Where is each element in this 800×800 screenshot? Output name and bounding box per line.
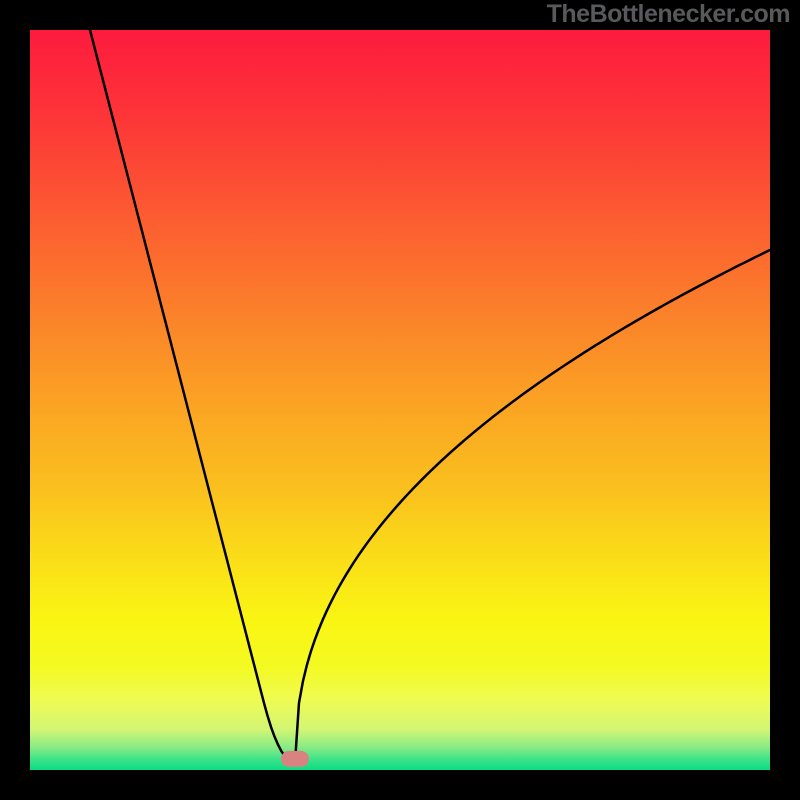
bottleneck-chart xyxy=(0,0,800,800)
gradient-background xyxy=(30,30,770,770)
vertex-marker xyxy=(281,751,309,767)
chart-container: TheBottlenecker.com xyxy=(0,0,800,800)
watermark-text: TheBottlenecker.com xyxy=(547,0,790,29)
